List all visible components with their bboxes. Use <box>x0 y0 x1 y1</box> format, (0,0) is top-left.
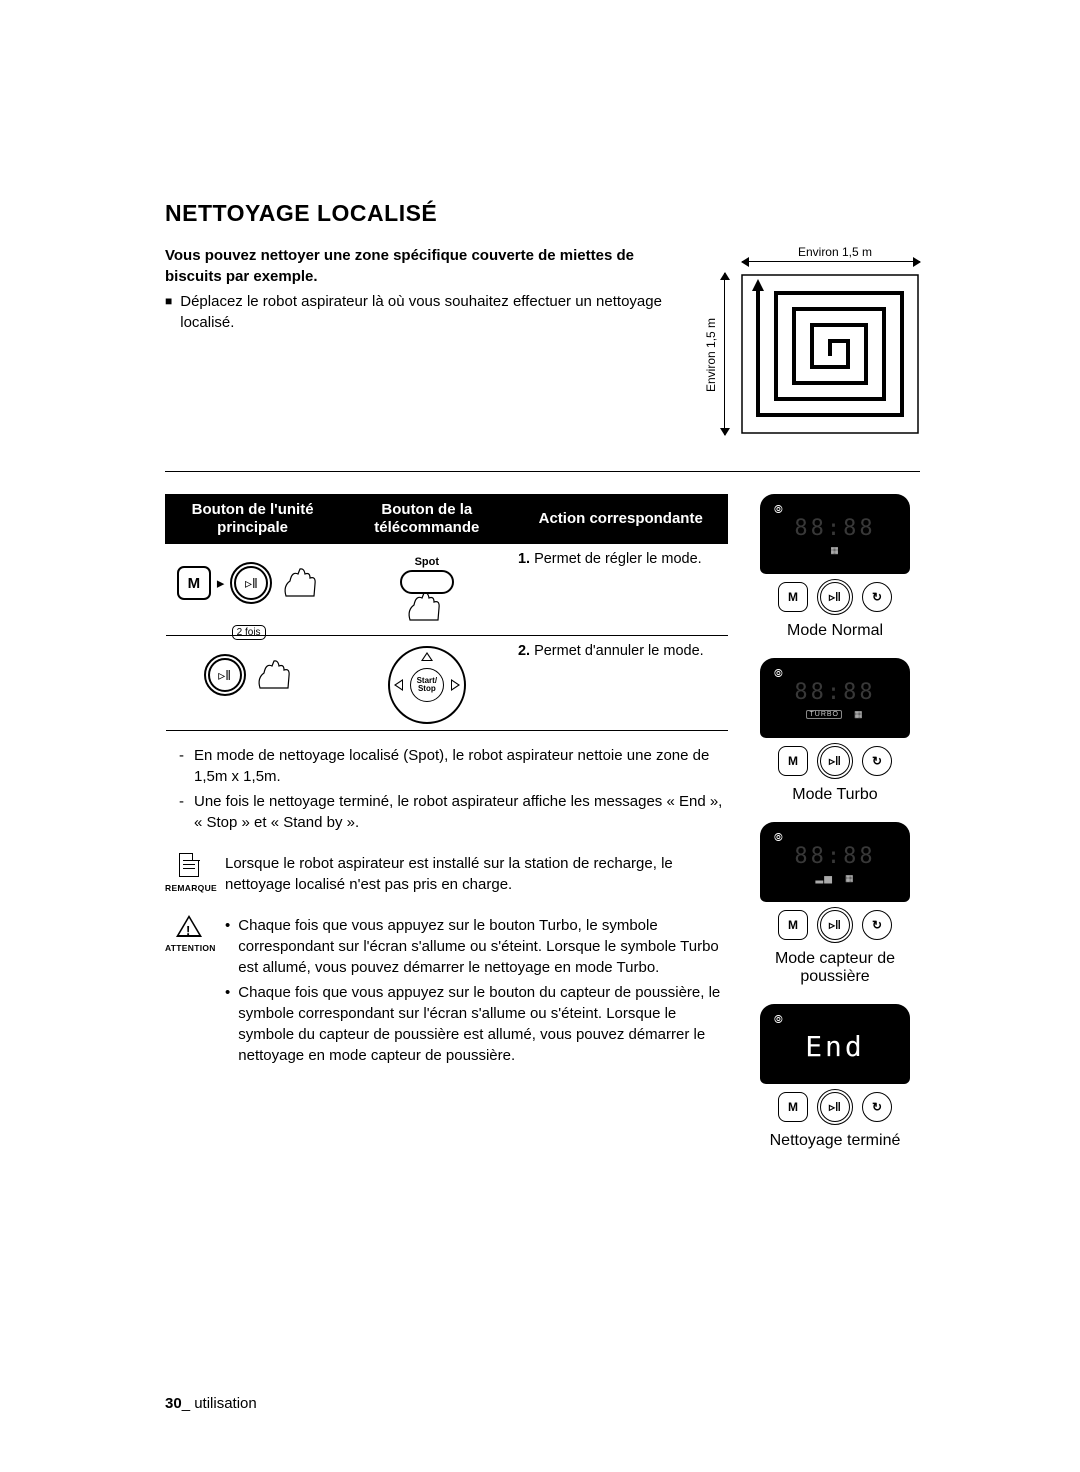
wifi-icon: ⦾ <box>774 668 783 681</box>
recycle-btn-icon: ↻ <box>862 582 892 612</box>
attention-callout: ! ATTENTION Chaque fois que vous appuyez… <box>165 915 728 1070</box>
controls-table: Bouton de l'unité principale Bouton de l… <box>165 494 728 731</box>
cell-main-2: ▹ǁ <box>166 636 340 731</box>
cell-remote-1: Spot <box>340 544 514 636</box>
spot-label: Spot <box>400 556 454 568</box>
display-dust: ⦾ 88:88 ▂▅▦ M ▹ǁ ↻ <box>760 822 910 940</box>
footer-section: utilisation <box>194 1395 257 1412</box>
m-btn-icon: M <box>778 910 808 940</box>
th-action: Action correspondante <box>514 495 728 544</box>
play-btn-icon: ▹ǁ <box>820 910 850 940</box>
display-turbo: ⦾ 88:88 TURBO▦ M ▹ǁ ↻ <box>760 658 910 776</box>
intro-bold: Vous pouvez nettoyer une zone spécifique… <box>165 245 690 287</box>
display-modes-column: ⦾ 88:88 ▦ M ▹ǁ ↻ Mode Normal ⦾ 88:88 TUR… <box>750 494 920 1168</box>
cell-action-2: 2. Permet d'annuler le mode. <box>514 636 728 731</box>
action-num-2: 2. <box>518 643 530 659</box>
th-remote: Bouton de la télécommande <box>340 495 514 544</box>
twice-label: 2 fois <box>232 625 266 640</box>
play-btn-icon: ▹ǁ <box>820 746 850 776</box>
cell-remote-2: Start/ Stop <box>340 636 514 731</box>
cell-action-1: 1. Permet de régler le mode. <box>514 544 728 636</box>
nav-pad-icon: Start/ Stop <box>388 646 466 724</box>
action-text-2: Permet d'annuler le mode. <box>534 643 704 659</box>
m-button-icon: M <box>177 566 211 600</box>
wifi-icon: ⦾ <box>774 504 783 517</box>
remark-callout: REMARQUE Lorsque le robot aspirateur est… <box>165 853 728 895</box>
cell-main-1: M ▸ ▹ǁ 2 fois <box>166 544 340 636</box>
mode-normal-label: Mode Normal <box>750 622 920 640</box>
nav-right-icon <box>451 679 460 691</box>
warning-icon: ! <box>176 915 202 937</box>
hand-press-icon <box>252 658 302 693</box>
note-doc-icon <box>179 853 199 877</box>
play-button-icon: ▹ǁ <box>204 654 246 696</box>
action-num-1: 1. <box>518 551 530 567</box>
grid-icon: ▦ <box>854 709 864 720</box>
wifi-icon: ⦾ <box>774 832 783 845</box>
mode-dust-label: Mode capteur de poussière <box>750 950 920 986</box>
display-normal: ⦾ 88:88 ▦ M ▹ǁ ↻ <box>760 494 910 612</box>
intro-bullet: Déplacez le robot aspirateur là où vous … <box>180 291 690 333</box>
nav-left-icon <box>394 679 403 691</box>
arrow-vertical-icon <box>724 273 725 435</box>
page-number: 30 <box>165 1395 182 1412</box>
section-title: NETTOYAGE LOCALISÉ <box>165 200 920 227</box>
hand-press-icon <box>402 590 452 625</box>
page-footer: 30_ utilisation <box>165 1395 257 1412</box>
spiral-diagram: Environ 1,5 m Environ 1,5 m <box>710 245 920 435</box>
footer-sep: _ <box>182 1395 190 1412</box>
action-text-1: Permet de régler le mode. <box>534 551 702 567</box>
hand-press-icon <box>278 566 328 601</box>
play-btn-icon: ▹ǁ <box>820 1092 850 1122</box>
th-main-unit: Bouton de l'unité principale <box>166 495 340 544</box>
display-end: ⦾ End M ▹ǁ ↻ <box>760 1004 910 1122</box>
turbo-badge: TURBO <box>806 710 842 719</box>
note-1: En mode de nettoyage localisé (Spot), le… <box>194 745 728 787</box>
end-text: End <box>805 1030 865 1063</box>
recycle-btn-icon: ↻ <box>862 746 892 776</box>
arrow-right-icon: ▸ <box>217 574 225 592</box>
spiral-top-label: Environ 1,5 m <box>750 245 920 259</box>
attention-b1: Chaque fois que vous appuyez sur le bout… <box>238 915 728 978</box>
note-2: Une fois le nettoyage terminé, le robot … <box>194 791 728 833</box>
grid-icon: ▦ <box>845 873 855 884</box>
recycle-btn-icon: ↻ <box>862 910 892 940</box>
remark-label: REMARQUE <box>165 883 213 895</box>
recycle-btn-icon: ↻ <box>862 1092 892 1122</box>
m-btn-icon: M <box>778 582 808 612</box>
attention-label: ATTENTION <box>165 943 213 955</box>
wifi-icon: ⦾ <box>774 1014 783 1027</box>
square-bullet-icon: ■ <box>165 291 172 333</box>
arrow-horizontal-icon <box>742 261 920 262</box>
mode-end-label: Nettoyage terminé <box>750 1132 920 1150</box>
grid-icon: ▦ <box>830 545 840 556</box>
notes-block: -En mode de nettoyage localisé (Spot), l… <box>165 745 728 833</box>
divider <box>165 471 920 472</box>
play-btn-icon: ▹ǁ <box>820 582 850 612</box>
dust-sensor-icon: ▂▅ <box>816 873 833 884</box>
play-button-icon: ▹ǁ <box>230 562 272 604</box>
mode-turbo-label: Mode Turbo <box>750 786 920 804</box>
remark-text: Lorsque le robot aspirateur est installé… <box>225 853 728 895</box>
m-btn-icon: M <box>778 746 808 776</box>
spiral-left-label: Environ 1,5 m <box>704 275 718 435</box>
spiral-path-icon <box>740 273 920 435</box>
m-btn-icon: M <box>778 1092 808 1122</box>
attention-b2: Chaque fois que vous appuyez sur le bout… <box>238 982 728 1066</box>
nav-center-label: Start/ Stop <box>410 668 444 702</box>
nav-up-icon <box>421 652 433 661</box>
intro-text: Vous pouvez nettoyer une zone spécifique… <box>165 245 690 435</box>
